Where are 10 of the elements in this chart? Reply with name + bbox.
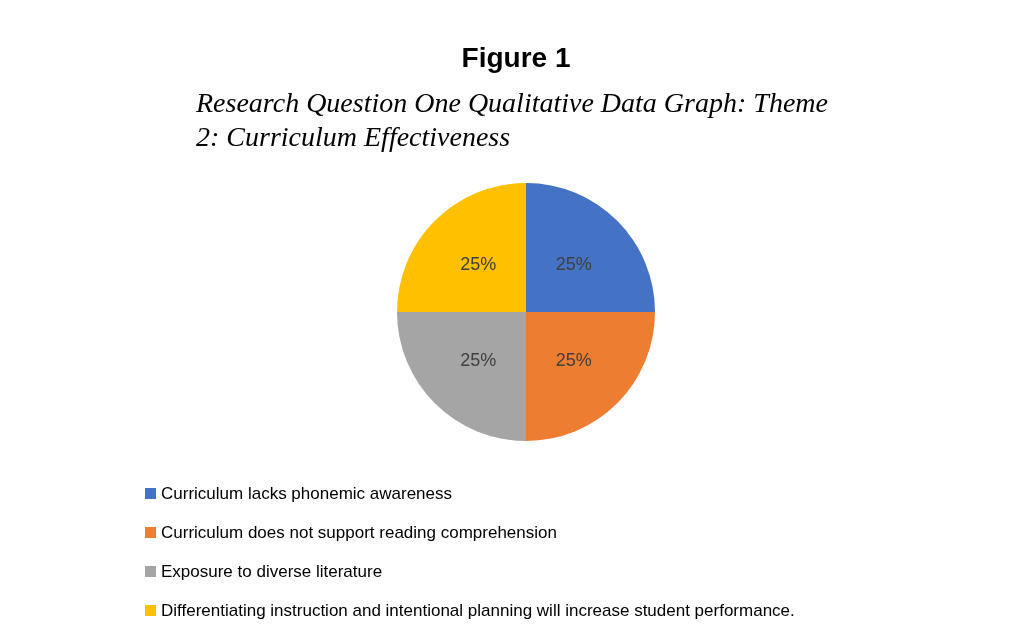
data-label: 25% [460, 254, 497, 275]
data-label: 25% [555, 349, 592, 370]
legend-label: Curriculum lacks phonemic awareness [161, 484, 453, 503]
data-label: 25% [555, 254, 592, 275]
legend-label: Exposure to diverse literature [161, 562, 383, 581]
legend-label: Differentiating instruction and intentional planning will increase student performance. [161, 601, 795, 620]
chart-subtitle: Research Question One Qualitative Data Graph: Theme 2: Curriculum Effectiveness [195, 86, 835, 152]
chart-title: Figure 1 [461, 41, 571, 73]
data-label: 25% [460, 349, 497, 370]
legend-label: Curriculum does not support reading comprehension [161, 523, 557, 542]
